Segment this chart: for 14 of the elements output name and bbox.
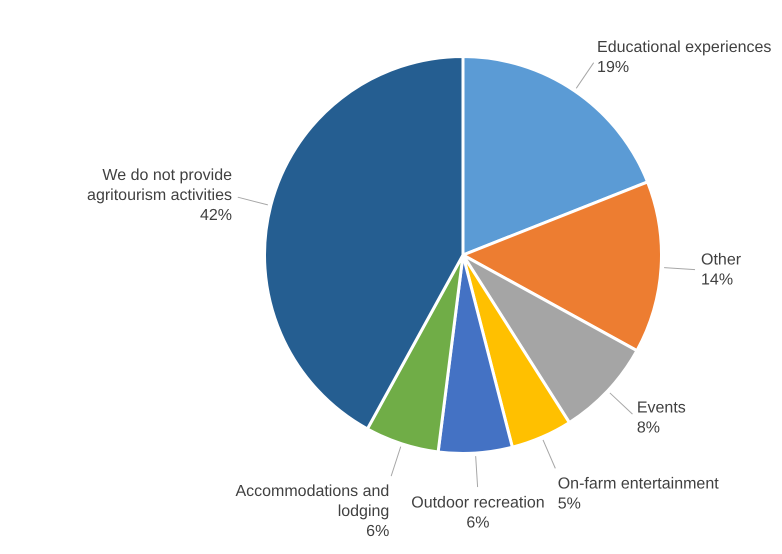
data-label: 8% <box>636 420 660 437</box>
data-label: 42% <box>200 207 232 224</box>
data-label: 19% <box>597 59 630 76</box>
data-label: 5% <box>558 495 581 512</box>
slice-label: Accommodations and lodging <box>235 483 390 520</box>
slice-label: Events <box>636 400 686 417</box>
slice-label: On-farm entertainment <box>558 475 720 492</box>
slice-label: We do not provide agritourism activities <box>87 167 232 204</box>
slice-label: Other <box>701 251 742 268</box>
slice-label: Outdoor recreation <box>411 494 545 512</box>
data-label: 14% <box>701 271 734 288</box>
data-label: 6% <box>466 514 490 532</box>
slice-label: Educational experiences <box>597 39 772 56</box>
data-label: 6% <box>366 523 390 540</box>
